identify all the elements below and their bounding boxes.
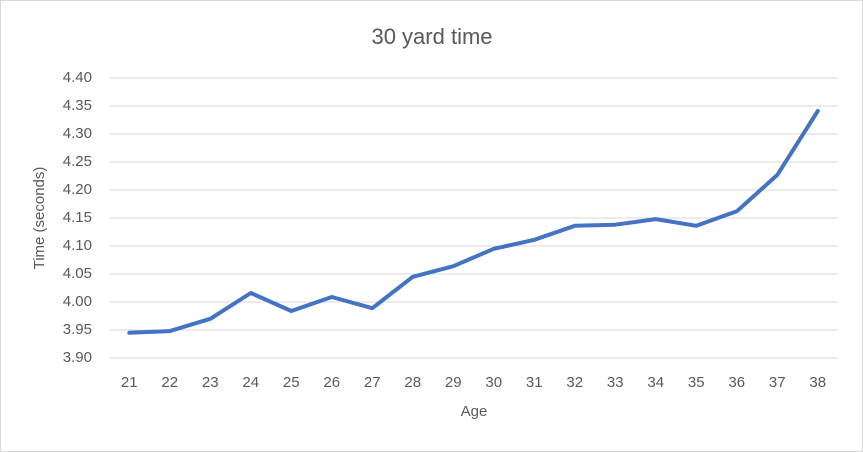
y-tick-label: 4.15 (63, 209, 92, 226)
x-tick-label: 28 (404, 374, 421, 391)
y-tick-label: 4.40 (63, 69, 92, 86)
x-tick-label: 30 (485, 374, 502, 391)
y-axis-label: Time (seconds) (31, 167, 48, 270)
x-tick-label: 24 (242, 374, 259, 391)
y-tick-label: 4.10 (63, 237, 92, 254)
chart-title: 30 yard time (371, 24, 492, 49)
x-tick-label: 21 (121, 374, 138, 391)
y-tick-label: 4.35 (63, 97, 92, 114)
x-tick-label: 32 (566, 374, 583, 391)
x-tick-label: 37 (769, 374, 786, 391)
data-line (127, 109, 820, 335)
y-tick-label: 4.20 (63, 181, 92, 198)
y-tick-label: 4.25 (63, 153, 92, 170)
x-tick-label: 33 (607, 374, 624, 391)
x-tick-label: 25 (283, 374, 300, 391)
x-tick-label: 35 (688, 374, 705, 391)
x-tick-label: 36 (728, 374, 745, 391)
x-tick-label: 34 (647, 374, 664, 391)
x-axis-label: Age (461, 403, 488, 420)
x-tick-label: 29 (445, 374, 462, 391)
x-tick-label: 23 (202, 374, 219, 391)
y-tick-label: 3.90 (63, 349, 92, 366)
x-tick-label: 31 (526, 374, 543, 391)
y-tick-label: 4.30 (63, 125, 92, 142)
x-tick-label: 38 (809, 374, 826, 391)
x-tick-label: 26 (323, 374, 340, 391)
y-tick-label: 4.00 (63, 293, 92, 310)
x-tick-label: 22 (161, 374, 178, 391)
y-tick-label: 4.05 (63, 265, 92, 282)
y-tick-label: 3.95 (63, 321, 92, 338)
x-tick-label: 27 (364, 374, 381, 391)
